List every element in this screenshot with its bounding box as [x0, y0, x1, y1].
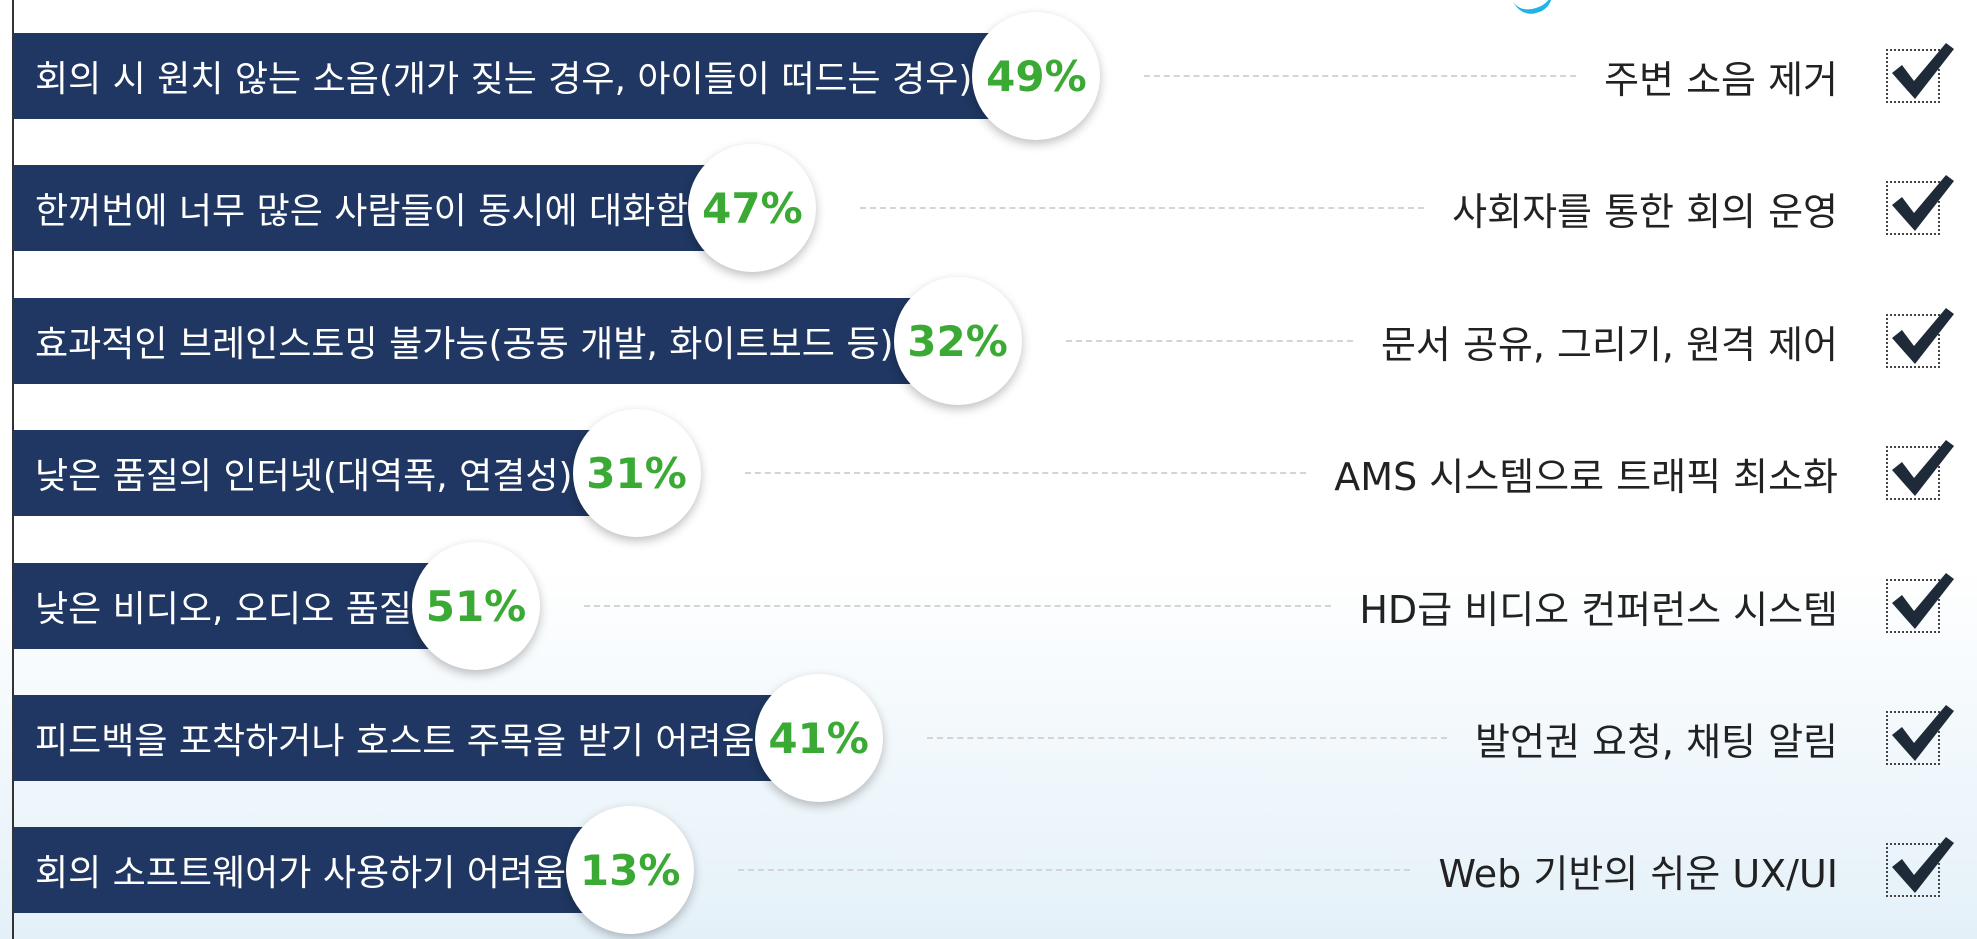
row: 회의 소프트웨어가 사용하기 어려움 13% Web 기반의 쉬운 UX/UI: [13, 806, 1954, 934]
dashed-connector: [1065, 340, 1353, 342]
checkbox: [1886, 308, 1954, 372]
checkbox: [1886, 705, 1954, 769]
percent-badge: 31%: [572, 409, 701, 537]
problem-bar: 회의 소프트웨어가 사용하기 어려움 13%: [13, 806, 695, 934]
problem-label: 효과적인 브레인스토밍 불가능(공동 개발, 화이트보드 등): [35, 324, 894, 365]
dashed-connector: [744, 472, 1307, 474]
problem-label: 낮은 비디오, 오디오 품질: [35, 589, 412, 630]
solution-label: 사회자를 통한 회의 운영: [1452, 189, 1838, 234]
problem-bar: 회의 시 원치 않는 소음(개가 짖는 경우, 아이들이 떠드는 경우) 49%: [13, 12, 1101, 140]
checkbox-frame: [1886, 446, 1940, 500]
solution-label: 발언권 요청, 채팅 알림: [1475, 719, 1838, 764]
solution-label: 문서 공유, 그리기, 원격 제어: [1380, 322, 1838, 367]
checkbox: [1886, 837, 1954, 901]
problem-bar: 피드백을 포착하거나 호스트 주목을 받기 어려움 41%: [13, 674, 883, 802]
solution-label: 주변 소음 제거: [1604, 57, 1838, 102]
row: 회의 시 원치 않는 소음(개가 짖는 경우, 아이들이 떠드는 경우) 49% 주…: [13, 12, 1954, 140]
dashed-connector: [583, 605, 1332, 607]
problem-label: 낮은 품질의 인터넷(대역폭, 연결성): [35, 456, 573, 497]
percent-badge: 13%: [566, 806, 695, 934]
checkbox-frame: [1886, 181, 1940, 235]
dashed-connector: [738, 869, 1411, 871]
percent-badge: 47%: [688, 144, 817, 272]
problem-bar: 낮은 품질의 인터넷(대역폭, 연결성) 31%: [13, 409, 701, 537]
problem-bar: 낮은 비디오, 오디오 품질 51%: [13, 542, 540, 670]
check-mark: [1892, 440, 1954, 496]
problem-label: 회의 소프트웨어가 사용하기 어려움: [35, 853, 567, 894]
row: 낮은 비디오, 오디오 품질 51% HD급 비디오 컨퍼런스 시스템: [13, 542, 1954, 670]
checkbox: [1886, 175, 1954, 239]
percent-badge: 41%: [754, 674, 883, 802]
problem-label: 한꺼번에 너무 많은 사람들이 동시에 대화함: [35, 191, 689, 232]
dashed-connector: [926, 737, 1448, 739]
percent-badge: 49%: [972, 12, 1101, 140]
checkbox: [1886, 573, 1954, 637]
check-mark: [1892, 308, 1954, 364]
percent-badge: 51%: [411, 542, 540, 670]
checkbox: [1886, 440, 1954, 504]
percent-badge: 32%: [893, 277, 1022, 405]
check-mark: [1892, 43, 1954, 99]
problem-bar: 한꺼번에 너무 많은 사람들이 동시에 대화함 47%: [13, 144, 817, 272]
dashed-connector: [1144, 75, 1577, 77]
checkbox-frame: [1886, 711, 1940, 765]
checkbox: [1886, 43, 1954, 107]
check-mark: [1892, 175, 1954, 231]
row: 피드백을 포착하거나 호스트 주목을 받기 어려움 41% 발언권 요청, 채팅 알…: [13, 674, 1954, 802]
checkbox-frame: [1886, 49, 1940, 103]
problem-bar: 효과적인 브레인스토밍 불가능(공동 개발, 화이트보드 등) 32%: [13, 277, 1022, 405]
check-mark: [1892, 837, 1954, 893]
solution-label: AMS 시스템으로 트래픽 최소화: [1334, 454, 1838, 499]
check-mark: [1892, 573, 1954, 629]
check-mark: [1892, 705, 1954, 761]
solution-label: HD급 비디오 컨퍼런스 시스템: [1359, 587, 1838, 632]
checkbox-frame: [1886, 843, 1940, 897]
dashed-connector: [860, 207, 1425, 209]
row: 효과적인 브레인스토밍 불가능(공동 개발, 화이트보드 등) 32% 문서 공유,…: [13, 277, 1954, 405]
row: 한꺼번에 너무 많은 사람들이 동시에 대화함 47% 사회자를 통한 회의 운영: [13, 144, 1954, 272]
solution-label: Web 기반의 쉬운 UX/UI: [1438, 851, 1838, 896]
problem-label: 회의 시 원치 않는 소음(개가 짖는 경우, 아이들이 떠드는 경우): [35, 59, 973, 100]
row: 낮은 품질의 인터넷(대역폭, 연결성) 31% AMS 시스템으로 트래픽 최소화: [13, 409, 1954, 537]
checkbox-frame: [1886, 314, 1940, 368]
decoration: [1513, 0, 1557, 19]
checkbox-frame: [1886, 579, 1940, 633]
problem-label: 피드백을 포착하거나 호스트 주목을 받기 어려움: [35, 721, 755, 762]
